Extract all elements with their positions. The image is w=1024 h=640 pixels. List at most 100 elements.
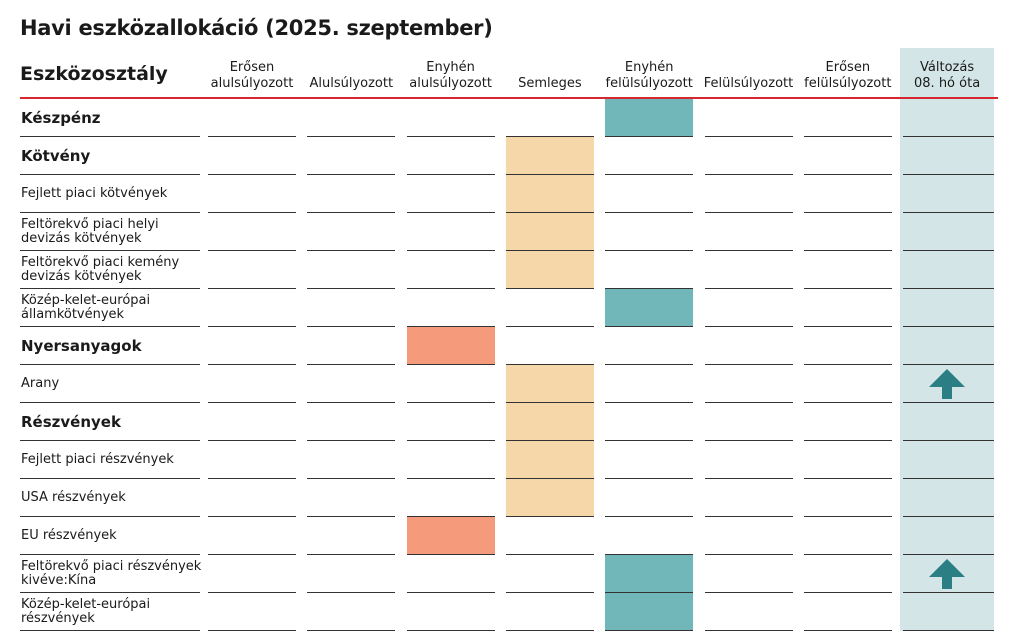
allocation-cell: [605, 593, 694, 631]
row-divider: [307, 136, 396, 137]
row-divider: [704, 402, 793, 403]
row-divider: [406, 364, 495, 365]
change-column-shade: [900, 48, 995, 631]
row-label: Kötvény: [21, 147, 91, 165]
row-divider: [208, 478, 296, 479]
row-divider: [208, 212, 296, 213]
row-divider: [406, 592, 495, 593]
row-divider: [704, 516, 793, 517]
row-divider: [20, 516, 200, 517]
row-divider: [307, 212, 396, 213]
row-divider: [803, 250, 892, 251]
row-divider: [505, 554, 594, 555]
row-divider: [605, 402, 694, 403]
row-divider: [307, 516, 396, 517]
row-divider: [307, 592, 396, 593]
row-divider: [406, 630, 495, 631]
row-divider: [208, 250, 296, 251]
row-divider: [903, 174, 995, 175]
row-divider: [208, 516, 296, 517]
row-divider: [406, 212, 495, 213]
row-divider: [406, 516, 495, 517]
row-divider: [20, 440, 200, 441]
row-divider: [20, 326, 200, 327]
allocation-cell: [505, 365, 594, 403]
row-divider: [605, 136, 694, 137]
row-divider: [307, 554, 396, 555]
row-divider: [803, 630, 892, 631]
row-divider: [605, 250, 694, 251]
row-divider: [903, 288, 995, 289]
row-divider: [803, 554, 892, 555]
row-divider: [704, 592, 793, 593]
row-divider: [803, 136, 892, 137]
row-divider: [704, 136, 793, 137]
row-divider: [208, 630, 296, 631]
row-label: EU részvények: [21, 528, 117, 543]
allocation-cell: [505, 441, 594, 479]
row-divider: [406, 136, 495, 137]
row-label: Arany: [21, 376, 60, 391]
column-header: Alulsúlyozott: [309, 76, 394, 91]
row-label: Fejlett piaci részvények: [21, 452, 174, 467]
row-divider: [20, 364, 200, 365]
asset-class-header: Eszközosztály: [20, 63, 168, 85]
row-divider: [505, 402, 594, 403]
allocation-cell: [505, 137, 594, 175]
row-divider: [208, 174, 296, 175]
row-divider: [307, 174, 396, 175]
row-divider: [20, 402, 200, 403]
row-label: Közép-kelet-európai részvények: [21, 597, 151, 626]
row-divider: [208, 288, 296, 289]
row-divider: [307, 364, 396, 365]
row-divider: [704, 212, 793, 213]
row-divider: [704, 250, 793, 251]
row-divider: [803, 516, 892, 517]
row-divider: [903, 516, 995, 517]
row-divider: [20, 478, 200, 479]
row-divider: [505, 478, 594, 479]
allocation-cell: [605, 99, 694, 137]
row-divider: [20, 630, 200, 631]
row-divider: [704, 630, 793, 631]
row-divider: [20, 592, 200, 593]
row-divider: [903, 250, 995, 251]
row-divider: [605, 516, 694, 517]
row-divider: [505, 212, 594, 213]
allocation-cell: [406, 517, 495, 555]
row-divider: [406, 402, 495, 403]
row-divider: [20, 212, 200, 213]
allocation-cell: [505, 479, 594, 517]
row-divider: [903, 364, 995, 365]
row-divider: [903, 212, 995, 213]
row-divider: [903, 326, 995, 327]
arrow-up-icon: [929, 559, 966, 589]
allocation-cell: [406, 327, 495, 365]
row-divider: [505, 288, 594, 289]
row-divider: [605, 554, 694, 555]
row-divider: [20, 554, 200, 555]
column-header: Enyhén alulsúlyozott: [409, 60, 492, 91]
row-divider: [605, 212, 694, 213]
allocation-cell: [505, 175, 594, 213]
row-divider: [307, 288, 396, 289]
row-label: Nyersanyagok: [21, 337, 142, 355]
allocation-cell: [505, 213, 594, 251]
arrow-up-icon: [929, 369, 966, 399]
row-divider: [307, 478, 396, 479]
row-divider: [208, 136, 296, 137]
row-divider: [704, 326, 793, 327]
row-divider: [704, 288, 793, 289]
row-divider: [505, 250, 594, 251]
row-divider: [406, 326, 495, 327]
chart-title: Havi eszközallokáció (2025. szeptember): [20, 16, 493, 40]
row-divider: [307, 630, 396, 631]
row-divider: [208, 592, 296, 593]
row-divider: [307, 250, 396, 251]
row-divider: [605, 630, 694, 631]
row-divider: [208, 440, 296, 441]
row-divider: [505, 174, 594, 175]
row-divider: [704, 478, 793, 479]
row-divider: [704, 364, 793, 365]
row-label: USA részvények: [21, 490, 126, 505]
